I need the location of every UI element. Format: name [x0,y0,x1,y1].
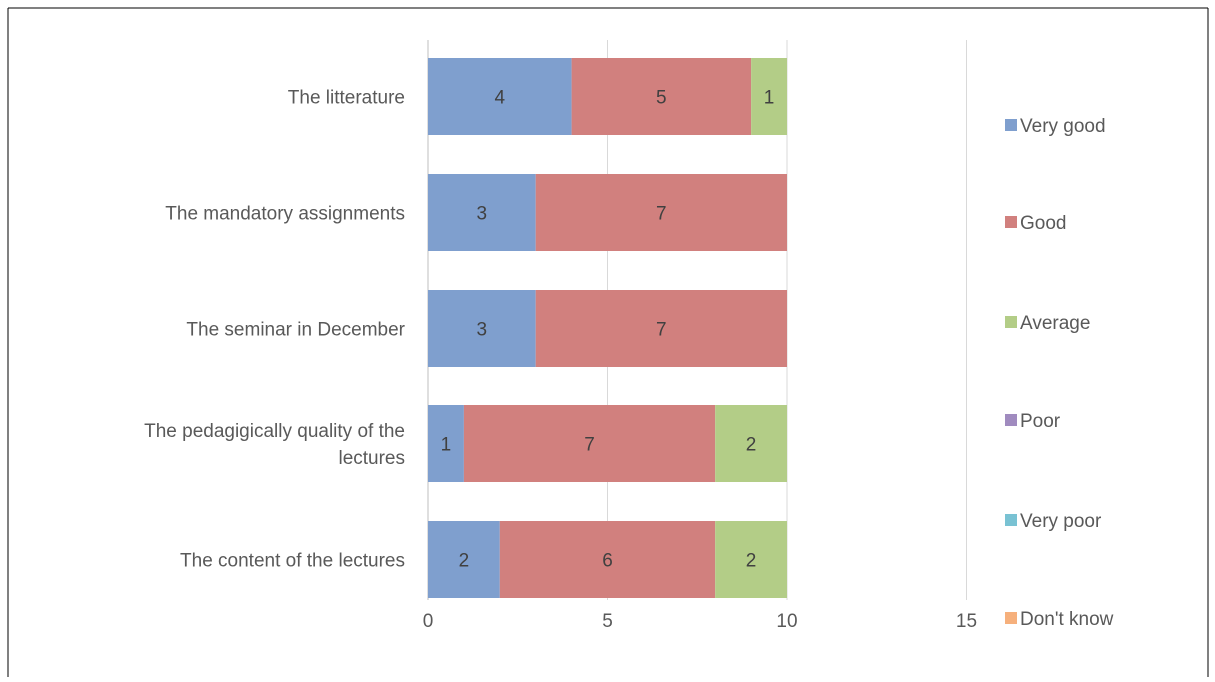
x-tick-label: 5 [602,611,613,632]
bar-segment [535,174,787,251]
bar-data-label: 7 [656,204,667,225]
bar-data-label: 7 [584,435,595,456]
x-tick-label: 0 [423,611,434,632]
x-tick-label: 10 [776,611,797,632]
bar-data-label: 5 [656,88,667,109]
bar-segment [428,521,500,598]
bar-segment [428,405,464,482]
bar-segment [751,58,787,135]
legend-swatch [1005,119,1017,131]
legend-swatch [1005,514,1017,526]
legend-label: Poor [1020,411,1061,432]
bar-data-label: 4 [495,88,506,109]
bar-data-label: 7 [656,320,667,341]
legend-label: Don't know [1020,609,1114,630]
x-tick-label: 15 [956,611,977,632]
category-label: The content of the lectures [180,551,405,572]
legend-swatch [1005,612,1017,624]
bar-segment [715,405,787,482]
category-label: The pedagigically quality of the [144,421,405,442]
bar-data-label: 3 [477,320,488,341]
bar-segment [715,521,787,598]
bar-data-label: 1 [441,435,452,456]
bar-segment [428,58,572,135]
legend-label: Good [1020,213,1066,234]
legend-swatch [1005,216,1017,228]
legend-label: Average [1020,313,1090,334]
bar-data-label: 2 [746,435,757,456]
legend-swatch [1005,414,1017,426]
category-label: lectures [338,448,405,469]
bar-segment [499,521,716,598]
bar-data-label: 2 [746,551,757,572]
bar-segment [571,58,752,135]
bar-data-label: 6 [602,551,613,572]
bar-segment [428,290,536,367]
bar-data-label: 2 [459,551,470,572]
category-label: The seminar in December [186,320,405,341]
bar-data-label: 1 [764,88,775,109]
legend-swatch [1005,316,1017,328]
bar-segment [535,290,787,367]
category-label: The mandatory assignments [165,204,405,225]
bar-segment [463,405,716,482]
category-label: The litterature [288,88,405,109]
legend-label: Very poor [1020,511,1102,532]
legend-label: Very good [1020,116,1106,137]
bar-data-label: 3 [477,204,488,225]
bar-segment [428,174,536,251]
